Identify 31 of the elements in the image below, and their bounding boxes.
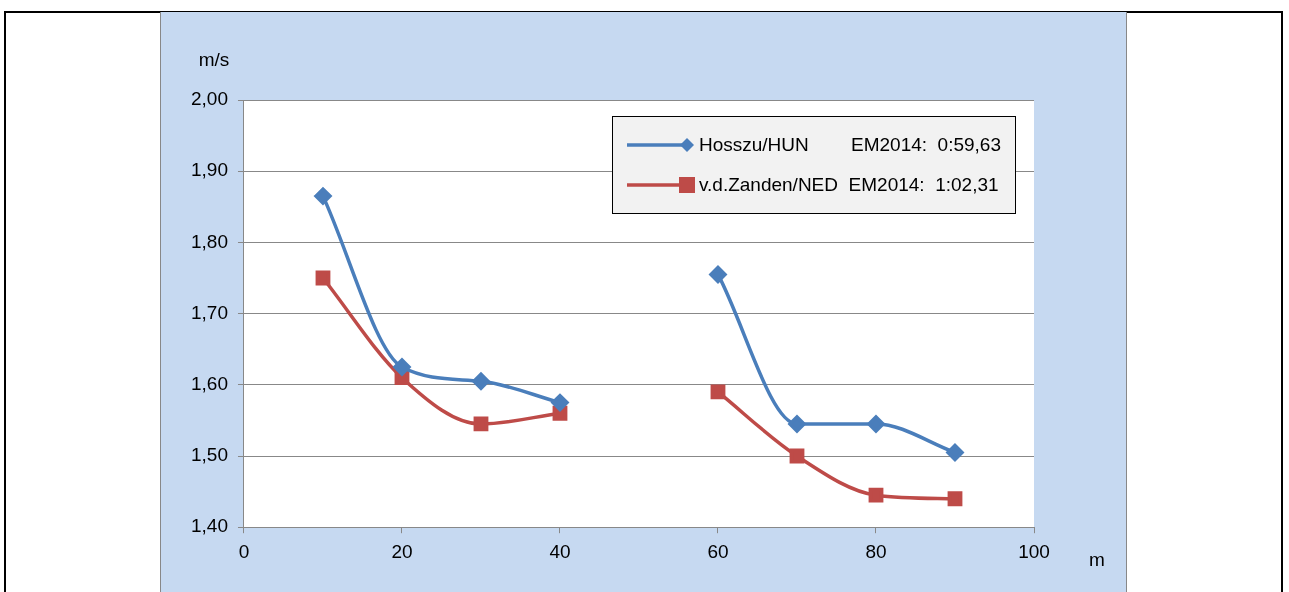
point — [709, 265, 727, 284]
point — [788, 415, 806, 433]
y-tick-label: 1,70 — [191, 301, 228, 323]
x-axis-title: m — [1089, 548, 1105, 570]
point — [473, 416, 489, 432]
point — [551, 393, 569, 412]
point — [868, 487, 884, 503]
y-axis-title: m/s — [198, 48, 230, 70]
point — [314, 187, 332, 205]
legend-label: Hosszu/HUN EM2014: 0:59,63 — [698, 134, 1001, 156]
x-tick-label: 0 — [238, 540, 250, 562]
point — [710, 384, 726, 400]
point — [393, 358, 411, 376]
x-tick-label: 100 — [1018, 540, 1050, 562]
point — [867, 415, 885, 433]
point — [315, 270, 331, 286]
point — [472, 372, 490, 390]
point — [946, 443, 964, 462]
x-tick-label: 60 — [707, 540, 729, 562]
point — [789, 448, 805, 464]
legend-label: v.d.Zanden/NED EM2014: 1:02,31 — [698, 174, 999, 196]
point — [947, 491, 963, 507]
y-tick-label: 2,00 — [191, 88, 228, 110]
y-tick-label: 1,80 — [191, 230, 228, 252]
x-tick-label: 40 — [549, 540, 571, 562]
y-tick-label: 1,40 — [191, 515, 228, 537]
y-tick-label: 1,90 — [191, 159, 228, 181]
y-tick-label: 1,60 — [191, 373, 228, 395]
x-tick-label: 20 — [391, 540, 413, 562]
y-tick-label: 1,50 — [191, 444, 228, 466]
x-tick-label: 80 — [865, 540, 887, 562]
